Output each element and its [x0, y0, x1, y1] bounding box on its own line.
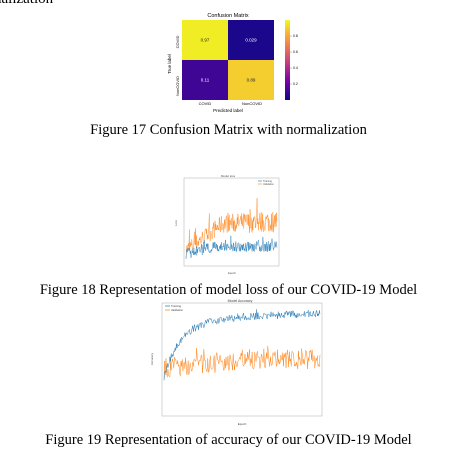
loss-xlabel: Epoch: [228, 271, 236, 275]
acc-ylabel: Accuracy: [150, 352, 154, 365]
acc-training-line: [163, 309, 321, 381]
loss-plot-frame: [183, 177, 280, 267]
loss-lines: [185, 198, 278, 259]
cm-colorbar-ticks: 0.8 0.6 0.4 0.2: [290, 34, 298, 86]
acc-title: Model Accuracy: [228, 299, 253, 303]
figure-17-caption: Figure 17 Confusion Matrix with normaliz…: [90, 122, 367, 138]
acc-legend-training: Training: [171, 304, 181, 308]
cm-colorbar-tick-label: 0.4: [293, 66, 298, 70]
loss-legend-validation: Validation: [263, 183, 274, 186]
cm-cells: 0.97 0.029 0.11 0.89: [182, 20, 274, 100]
acc-legend: Training Validation: [165, 304, 184, 312]
cm-cell: [228, 60, 274, 100]
cm-cell-value: 0.97: [201, 38, 210, 43]
acc-xlabel: Epoch: [238, 422, 247, 426]
loss-legend: Training Validation: [258, 180, 274, 186]
cm-colorbar-tick-label: 0.6: [293, 50, 298, 54]
acc-plot-frame: [161, 302, 323, 417]
acc-legend-validation: Validation: [171, 308, 184, 312]
loss-chart: Model loss Training Validation Epoch Los…: [174, 174, 280, 275]
loss-training-line: [185, 235, 278, 259]
loss-ylabel: Loss: [174, 219, 178, 226]
cm-ytick-noncovid: NonCOVID: [175, 76, 180, 96]
cm-cell-value: 0.11: [201, 78, 210, 83]
cm-xlabel: Predicted label: [213, 108, 243, 113]
accuracy-chart: Model Accuracy Training Validation Epoch…: [150, 299, 323, 426]
confusion-matrix-figure: Confusion Matrix 0.97 0.029 0.11 0.89 COVID…: [167, 13, 298, 113]
loss-legend-training: Training: [263, 180, 273, 183]
cm-cell-value: 0.89: [247, 78, 256, 83]
loss-validation-line: [185, 198, 278, 259]
acc-validation-line: [163, 345, 321, 379]
figure-19-caption: Figure 19 Representation of accuracy of …: [45, 432, 412, 448]
cm-cell: [182, 60, 228, 100]
cm-ylabel: True label: [167, 54, 172, 74]
acc-lines: [163, 309, 321, 381]
cm-cell: [228, 20, 274, 60]
cm-colorbar: [285, 20, 290, 100]
figure-18-caption: Figure 18 Representation of model loss o…: [39, 282, 418, 298]
cm-colorbar-tick-label: 0.2: [293, 82, 298, 86]
cm-xtick-noncovid: NonCOVID: [242, 101, 262, 106]
cm-title: Confusion Matrix: [207, 13, 249, 19]
previous-caption-fragment: nalization: [0, 0, 53, 8]
cm-xtick-covid: COVID: [199, 101, 212, 106]
cm-cell: [182, 20, 228, 60]
cm-cell-value: 0.029: [245, 38, 257, 43]
cm-colorbar-tick-label: 0.8: [293, 34, 298, 38]
cm-ytick-covid: COVID: [175, 36, 180, 49]
loss-title: Model loss: [221, 174, 236, 178]
